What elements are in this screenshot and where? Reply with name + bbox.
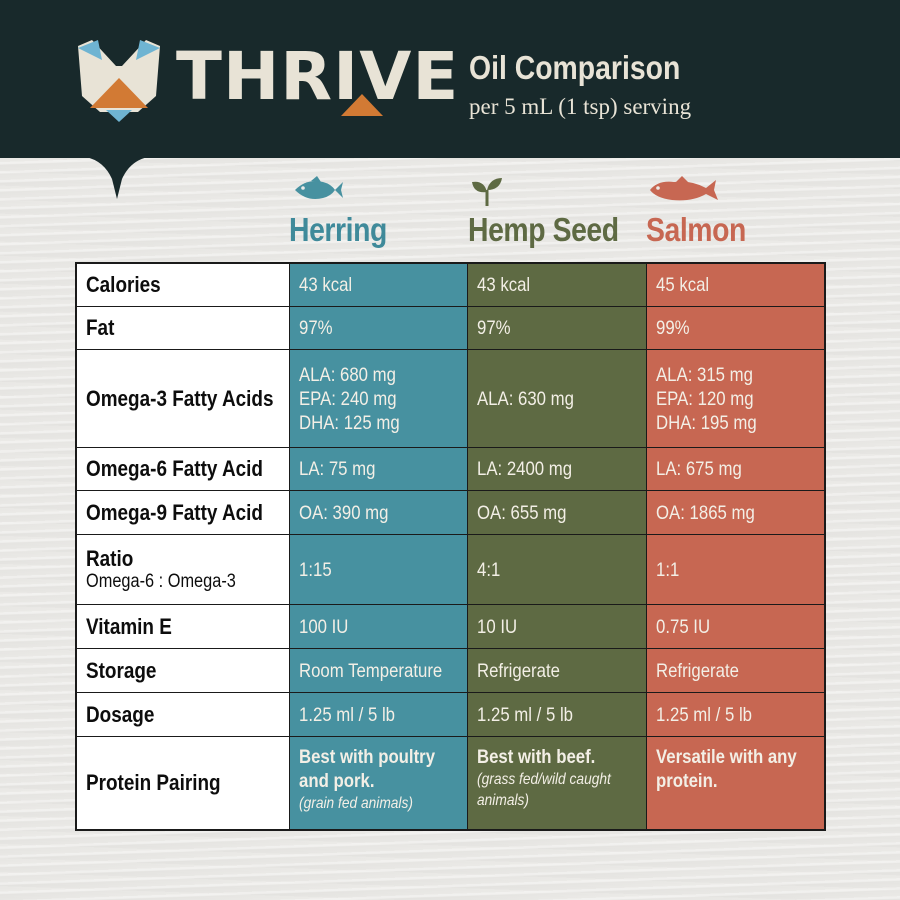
row-label: Protein Pairing	[77, 737, 290, 829]
hemp-seed-value: LA: 2400 mg	[468, 448, 647, 490]
header-banner: THRIVE Oil Comparison per 5 mL (1 tsp) s…	[0, 0, 900, 158]
herring-value: LA: 75 mg	[290, 448, 468, 490]
salmon-value: LA: 675 mg	[647, 448, 824, 490]
table-row-omega-9: Omega-9 Fatty Acid OA: 390 mg OA: 655 mg…	[77, 491, 824, 535]
pairing-note: (grain fed animals)	[299, 795, 413, 812]
table-row-dosage: Dosage 1.25 ml / 5 lb 1.25 ml / 5 lb 1.2…	[77, 693, 824, 737]
herring-value: 1.25 ml / 5 lb	[290, 693, 468, 736]
column-name: Hemp Seed	[468, 211, 619, 248]
salmon-value: ALA: 315 mg EPA: 120 mg DHA: 195 mg	[647, 350, 824, 447]
salmon-value: 45 kcal	[647, 264, 824, 306]
herring-value: 100 IU	[290, 605, 468, 648]
row-label: Omega-3 Fatty Acids	[77, 350, 290, 447]
page-subtitle: per 5 mL (1 tsp) serving	[469, 94, 692, 119]
table-row-protein-pairing: Protein Pairing Best with poultry and po…	[77, 737, 824, 829]
row-label: Ratio Omega-6 : Omega-3	[77, 535, 290, 604]
salmon-value: 99%	[647, 307, 824, 349]
brand-wordmark: THRIVE	[176, 38, 460, 115]
hemp-seed-value: 1.25 ml / 5 lb	[468, 693, 647, 736]
sprout-icon	[472, 178, 502, 206]
salmon-value: 1.25 ml / 5 lb	[647, 693, 824, 736]
herring-value: ALA: 680 mg EPA: 240 mg DHA: 125 mg	[290, 350, 468, 447]
pairing-note: (grass fed/wild caught	[477, 771, 611, 788]
comparison-table: Calories 43 kcal 43 kcal 45 kcal Fat 97%…	[75, 262, 826, 831]
herring-value: Best with poultry and pork. (grain fed a…	[290, 737, 468, 829]
thrive-logo-icon	[78, 40, 160, 122]
hemp-seed-value: Refrigerate	[468, 649, 647, 692]
hemp-seed-value: ALA: 630 mg	[468, 350, 647, 447]
salmon-value: Versatile with any protein.	[647, 737, 824, 829]
table-row-omega-3: Omega-3 Fatty Acids ALA: 680 mg EPA: 240…	[77, 350, 824, 448]
table-row-omega-6: Omega-6 Fatty Acid LA: 75 mg LA: 2400 mg…	[77, 448, 824, 491]
table-row-vitamin-e: Vitamin E 100 IU 10 IU 0.75 IU	[77, 605, 824, 649]
row-label: Omega-6 Fatty Acid	[77, 448, 290, 490]
hemp-seed-value: 10 IU	[468, 605, 647, 648]
row-label: Dosage	[77, 693, 290, 736]
row-label: Storage	[77, 649, 290, 692]
row-label: Vitamin E	[77, 605, 290, 648]
page-title: Oil Comparison	[469, 49, 681, 86]
wordmark-chevron-icon	[341, 94, 383, 116]
row-label: Calories	[77, 264, 290, 306]
herring-value: 97%	[290, 307, 468, 349]
pairing-note: animals)	[477, 792, 530, 809]
header-notch	[86, 157, 148, 199]
herring-value: 1:15	[290, 535, 468, 604]
herring-value: 43 kcal	[290, 264, 468, 306]
salmon-value: OA: 1865 mg	[647, 491, 824, 534]
hemp-seed-value: 4:1	[468, 535, 647, 604]
hemp-seed-value: Best with beef. (grass fed/wild caught a…	[468, 737, 647, 829]
table-row-storage: Storage Room Temperature Refrigerate Ref…	[77, 649, 824, 693]
column-header-hemp-seed: Hemp Seed	[468, 176, 646, 256]
column-header-herring: Herring	[289, 176, 467, 256]
row-label: Omega-9 Fatty Acid	[77, 491, 290, 534]
salmon-value: 1:1	[647, 535, 824, 604]
table-row-calories: Calories 43 kcal 43 kcal 45 kcal	[77, 264, 824, 307]
column-name: Salmon	[646, 211, 746, 248]
table-row-ratio: Ratio Omega-6 : Omega-3 1:15 4:1 1:1	[77, 535, 824, 605]
hemp-seed-value: 43 kcal	[468, 264, 647, 306]
fish-icon	[295, 176, 343, 199]
table-row-fat: Fat 97% 97% 99%	[77, 307, 824, 350]
row-sublabel: Omega-6 : Omega-3	[86, 570, 236, 592]
row-label: Fat	[77, 307, 290, 349]
salmon-icon	[650, 176, 718, 201]
salmon-value: Refrigerate	[647, 649, 824, 692]
herring-value: Room Temperature	[290, 649, 468, 692]
salmon-value: 0.75 IU	[647, 605, 824, 648]
herring-value: OA: 390 mg	[290, 491, 468, 534]
column-name: Herring	[289, 211, 387, 248]
column-header-salmon: Salmon	[646, 176, 824, 256]
hemp-seed-value: OA: 655 mg	[468, 491, 647, 534]
hemp-seed-value: 97%	[468, 307, 647, 349]
